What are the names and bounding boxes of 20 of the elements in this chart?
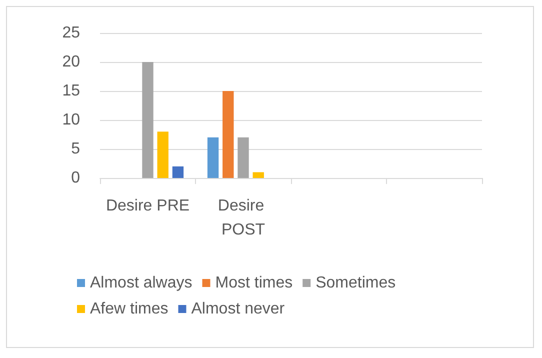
bar (157, 132, 168, 178)
y-tick-label: 20 (62, 54, 80, 70)
x-tick-label: Desire POST (218, 198, 269, 238)
bar (238, 137, 249, 178)
x-tick-label: Desire PRE (106, 198, 190, 214)
y-tick-label: 0 (71, 170, 80, 186)
legend-label: Most times (215, 274, 293, 292)
bar (252, 172, 264, 178)
legend-label: Almost never (191, 300, 286, 318)
legend-label: Almost always (90, 274, 192, 292)
legend-label: Sometimes (316, 274, 396, 292)
y-tick-label: 15 (62, 82, 80, 100)
bar (142, 62, 154, 178)
bar (172, 166, 184, 178)
bar (222, 91, 234, 178)
y-tick-label: 25 (62, 24, 80, 42)
y-tick-label: 5 (71, 140, 80, 158)
legend-label: Afew times (90, 300, 168, 318)
y-tick-label: 10 (62, 112, 80, 128)
bar (207, 137, 219, 178)
